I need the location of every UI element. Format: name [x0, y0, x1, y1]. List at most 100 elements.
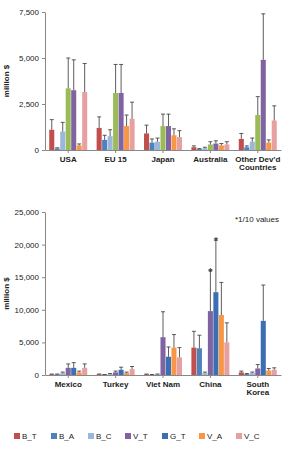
error-bar — [72, 60, 76, 90]
error-bar-stem — [241, 133, 242, 139]
y-tick-mark — [42, 342, 45, 343]
error-bar — [150, 139, 154, 143]
error-bar-cap — [245, 373, 249, 374]
y-tick-label: 25,000 — [15, 208, 40, 217]
bar — [224, 342, 229, 375]
y-axis: 05,00010,00015,00020,00025,000 — [15, 208, 46, 380]
x-tick: USA — [60, 150, 77, 164]
error-bar-stem — [121, 64, 122, 93]
error-bar — [61, 372, 65, 374]
error-bar — [245, 373, 249, 374]
bar — [149, 143, 154, 150]
legend-swatch — [14, 433, 20, 439]
bar — [55, 374, 60, 375]
error-bar — [272, 106, 276, 121]
x-tick-label: EU 15 — [104, 155, 127, 164]
series — [49, 117, 244, 150]
error-bar-cap — [225, 141, 229, 142]
error-bar-cap — [150, 138, 154, 139]
error-bar-cap — [219, 282, 223, 283]
bar — [197, 348, 202, 375]
bar — [202, 148, 207, 150]
bar — [219, 315, 224, 375]
error-bar-stem — [84, 64, 85, 93]
bar — [208, 144, 213, 150]
series — [60, 122, 255, 150]
chart: 05,00010,00015,00020,00025,000million $M… — [2, 208, 282, 397]
x-tick-mark — [115, 375, 116, 378]
error-bar — [156, 374, 160, 375]
error-bar-cap — [214, 140, 218, 141]
error-bar-stem — [215, 240, 216, 292]
legend-label: G_T — [170, 432, 186, 441]
error-bar — [50, 374, 54, 375]
error-bar-cap — [103, 135, 107, 136]
y-tick: 15,000 — [15, 273, 45, 282]
bar — [66, 368, 71, 375]
annotation: * — [208, 266, 213, 278]
error-bar — [97, 374, 101, 375]
error-bar-stem — [68, 58, 69, 88]
error-bar-stem — [51, 120, 52, 130]
bar — [272, 121, 277, 150]
bar — [255, 115, 260, 150]
error-bar-stem — [268, 140, 269, 143]
error-bar — [272, 368, 276, 370]
error-bar — [145, 374, 149, 375]
error-bar — [55, 147, 59, 149]
bar — [82, 92, 87, 150]
error-bar-stem — [274, 106, 275, 121]
bar — [160, 126, 165, 150]
error-bar-stem — [215, 141, 216, 144]
error-bar-stem — [257, 365, 258, 369]
error-bar — [197, 335, 201, 348]
error-bar — [256, 97, 260, 115]
error-bar-stem — [263, 14, 264, 60]
bar — [49, 374, 54, 375]
y-tick-label: 20,000 — [15, 241, 40, 250]
error-bar — [166, 347, 170, 357]
error-bar-cap — [125, 115, 129, 116]
y-tick-mark — [42, 104, 45, 105]
error-bar-cap — [192, 331, 196, 332]
legend-swatch — [199, 433, 205, 439]
legend-swatch — [125, 433, 131, 439]
x-tick: SouthKorea — [246, 375, 269, 397]
y-tick-mark — [42, 245, 45, 246]
error-bar-stem — [179, 348, 180, 358]
bar — [219, 145, 224, 150]
error-bar-cap — [161, 311, 165, 312]
error-bar — [77, 144, 81, 145]
error-bar-stem — [62, 122, 63, 131]
error-bar-stem — [263, 285, 264, 321]
error-bar-cap — [166, 346, 170, 347]
legend-item: V_T — [125, 432, 148, 441]
error-bar — [103, 135, 107, 140]
error-bar — [214, 141, 218, 144]
x-tick-mark — [257, 375, 258, 378]
y-tick-label: 2,500 — [19, 100, 40, 109]
error-bar — [145, 125, 149, 133]
error-bar — [108, 373, 112, 374]
x-tick-mark — [115, 150, 116, 153]
error-bar — [50, 120, 54, 130]
error-bar-cap — [50, 119, 54, 120]
error-bar-cap — [208, 141, 212, 142]
error-bar-cap — [166, 114, 170, 115]
y-tick-mark — [42, 12, 45, 13]
bar — [213, 144, 218, 150]
error-bar — [172, 129, 176, 135]
series — [66, 58, 261, 150]
error-bar-stem — [226, 323, 227, 343]
error-bar-stem — [68, 364, 69, 368]
error-bar-cap — [239, 133, 243, 134]
error-bar-stem — [132, 102, 133, 119]
error-bar-stem — [221, 282, 222, 315]
bar — [77, 145, 82, 150]
error-bar — [103, 374, 107, 375]
y-tick: 0 — [35, 146, 45, 155]
error-bar-cap — [192, 145, 196, 146]
legend: B_TB_AB_CV_TG_TV_AV_C — [14, 432, 260, 441]
error-bar — [72, 363, 76, 368]
bar — [155, 142, 160, 150]
